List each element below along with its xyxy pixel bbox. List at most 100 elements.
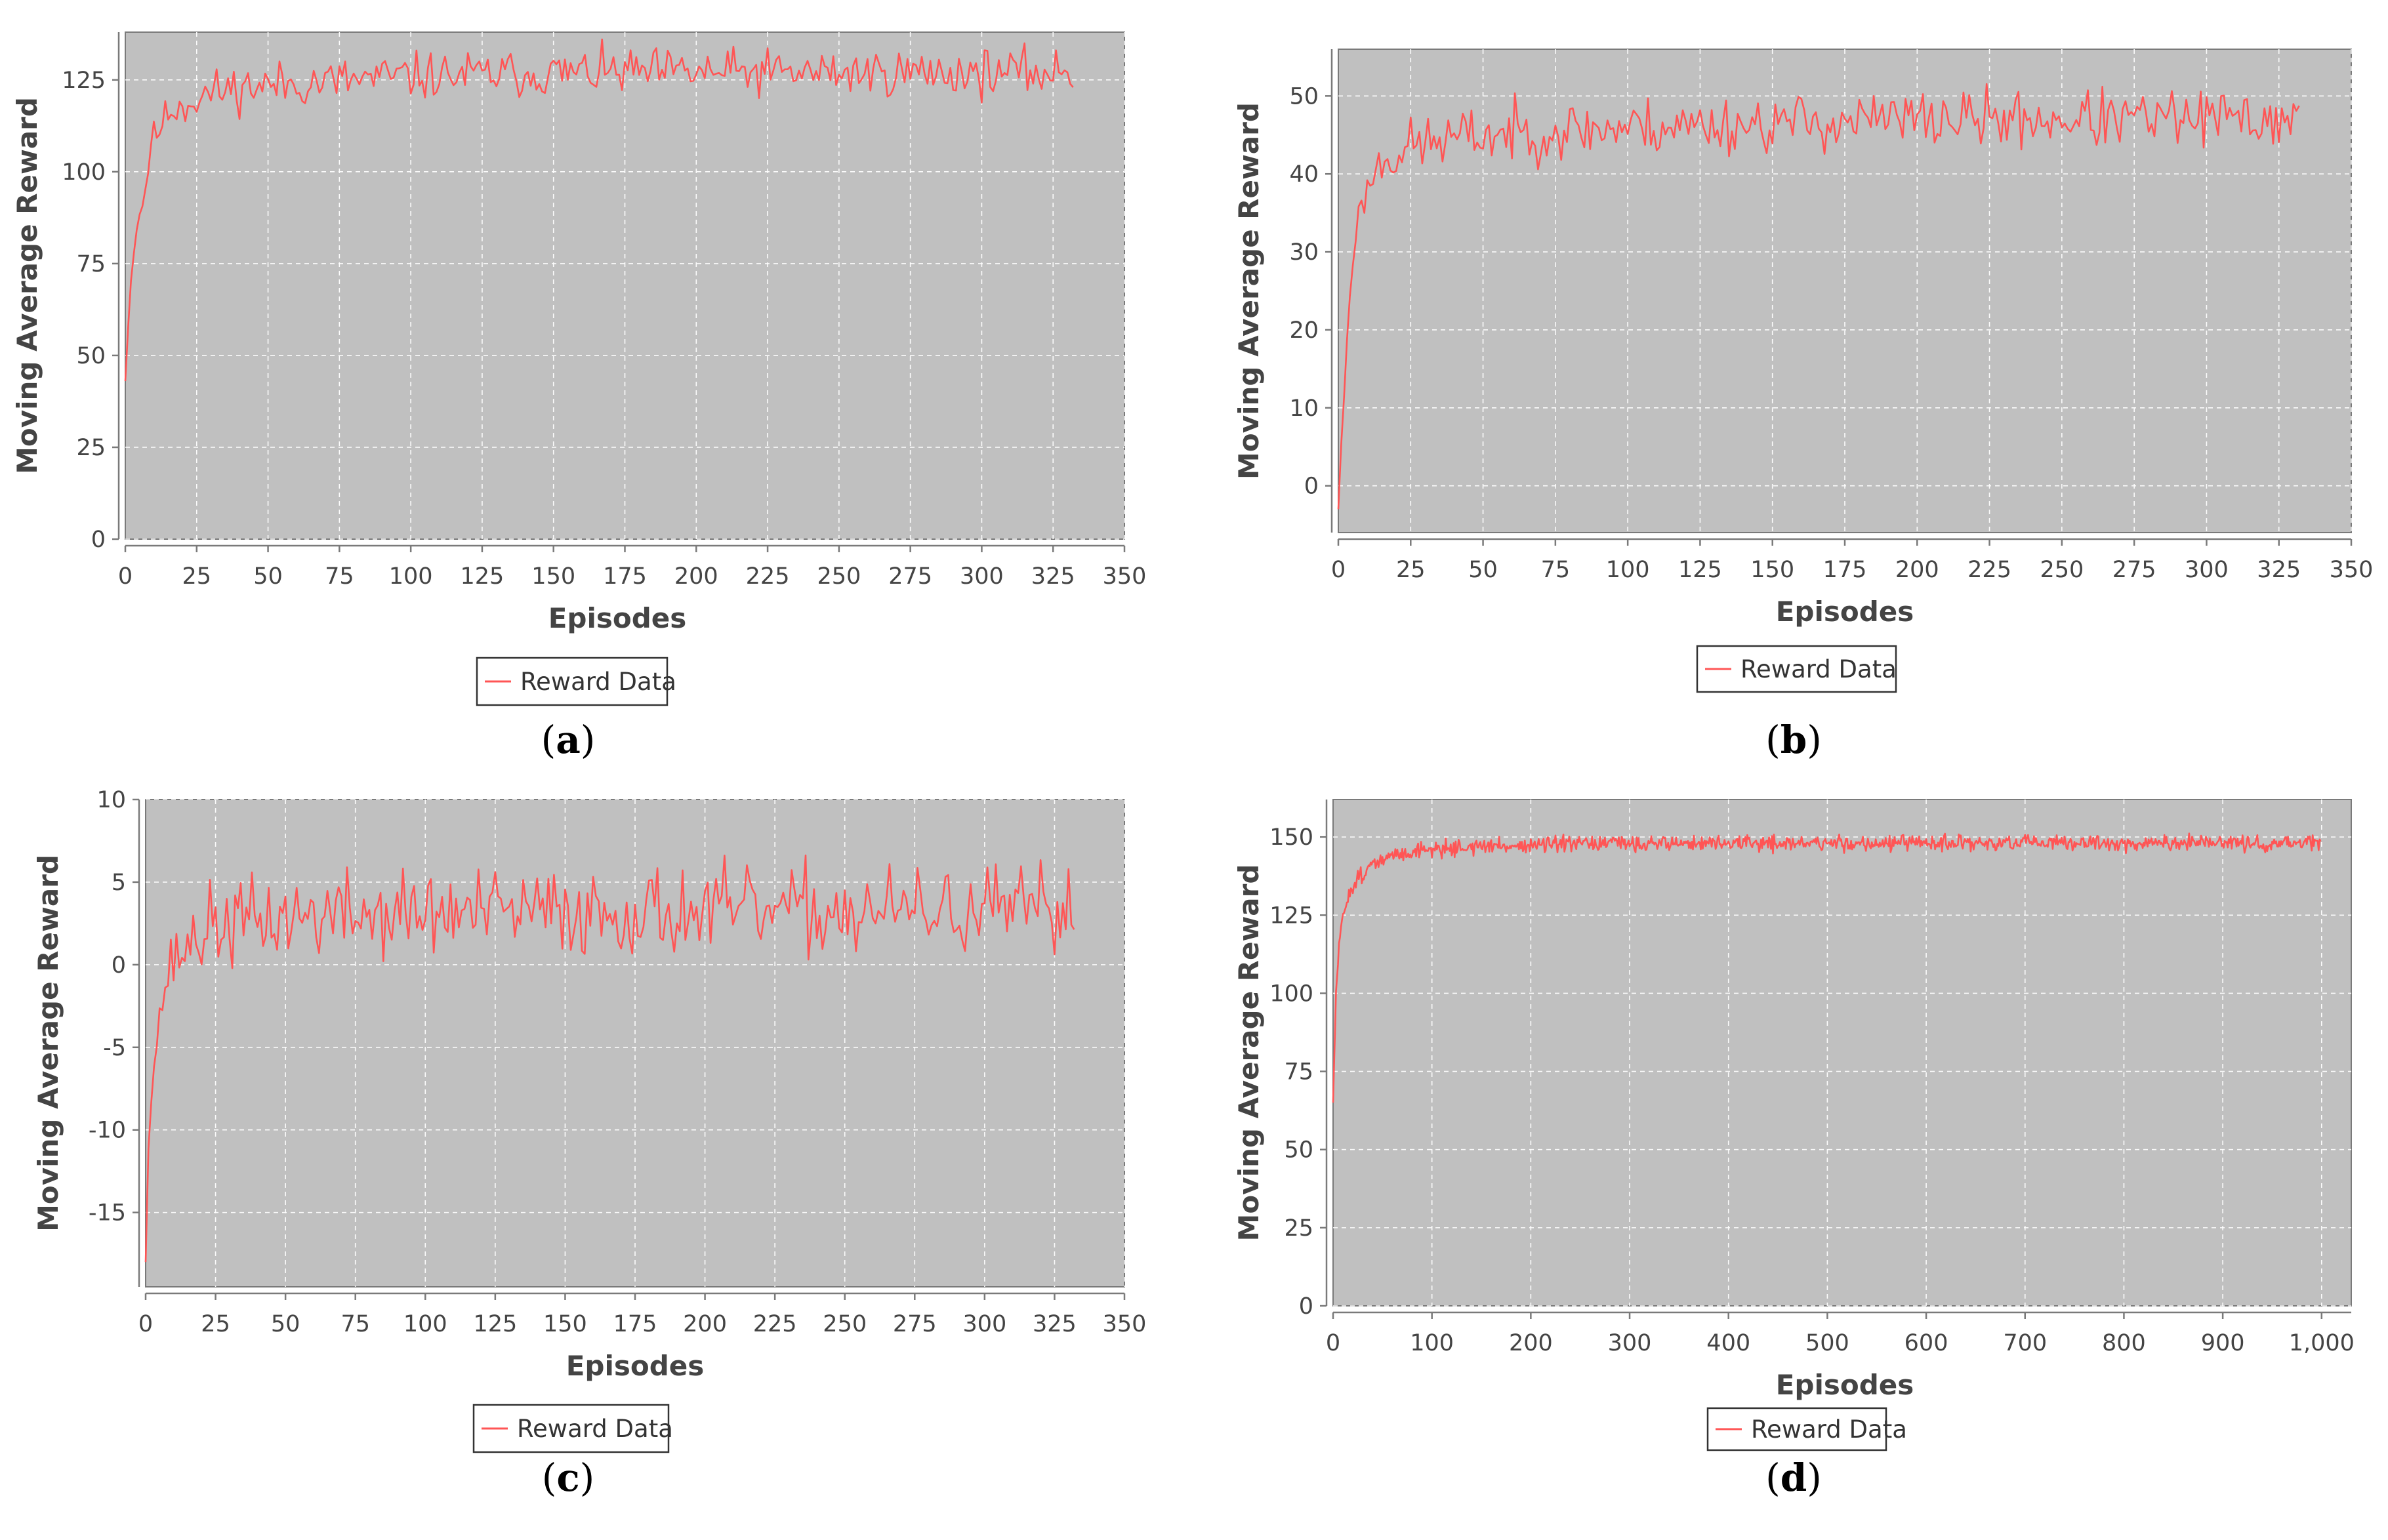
legend-label: Reward Data bbox=[1751, 1415, 1907, 1444]
x-tick-label: 25 bbox=[201, 1311, 230, 1337]
y-tick-label: 0 bbox=[1299, 1293, 1313, 1320]
y-tick-label: 40 bbox=[1289, 161, 1319, 188]
plot-area bbox=[1332, 799, 2352, 1307]
x-axis-title: Episodes bbox=[548, 602, 687, 634]
x-tick-label: 0 bbox=[1326, 1330, 1340, 1356]
caption-close-paren: ) bbox=[581, 718, 596, 762]
x-tick-label: 325 bbox=[1033, 1311, 1077, 1337]
y-tick-label: 30 bbox=[1289, 239, 1319, 266]
y-tick-label: 25 bbox=[1284, 1215, 1313, 1242]
caption-letter: d bbox=[1781, 1455, 1807, 1500]
x-tick-label: 200 bbox=[1895, 557, 1939, 583]
x-tick-label: 100 bbox=[1606, 557, 1650, 583]
x-tick-label: 300 bbox=[2185, 557, 2229, 583]
y-axis-title: Moving Average Reward bbox=[1233, 864, 1265, 1242]
x-tick-label: 175 bbox=[603, 563, 647, 590]
y-tick-label: 50 bbox=[1289, 83, 1319, 110]
y-tick-label: -10 bbox=[89, 1118, 126, 1144]
caption-close-paren: ) bbox=[1807, 1455, 1822, 1500]
x-tick-label: 350 bbox=[1103, 563, 1147, 590]
y-tick-label: -15 bbox=[89, 1200, 126, 1226]
x-axis-title: Episodes bbox=[566, 1350, 705, 1382]
series-line-reward-data bbox=[1332, 832, 2322, 1103]
x-tick-label: 325 bbox=[1031, 563, 1075, 590]
caption-close-paren: ) bbox=[580, 1455, 595, 1500]
x-axis-title: Episodes bbox=[1776, 596, 1914, 628]
legend-label: Reward Data bbox=[1740, 655, 1897, 683]
plot-area bbox=[125, 31, 1125, 540]
plot-area bbox=[145, 799, 1125, 1287]
y-tick-label: 10 bbox=[1289, 395, 1319, 422]
y-tick-label: 100 bbox=[62, 159, 106, 186]
caption-letter: b bbox=[1781, 718, 1807, 762]
x-tick-label: 275 bbox=[888, 563, 932, 590]
y-tick-label: 50 bbox=[1284, 1137, 1313, 1164]
caption-close-paren: ) bbox=[1807, 718, 1822, 762]
legend: Reward Data bbox=[1706, 1407, 1907, 1451]
x-tick-label: 600 bbox=[1904, 1330, 1948, 1356]
x-tick-label: 0 bbox=[1331, 557, 1346, 583]
series-line-reward-data bbox=[1337, 83, 2300, 510]
y-tick-label: 5 bbox=[112, 870, 126, 896]
x-tick-label: 150 bbox=[1750, 557, 1794, 583]
caption-open-paren: ( bbox=[541, 718, 556, 762]
y-tick-label: 20 bbox=[1289, 317, 1319, 344]
x-tick-label: 75 bbox=[340, 1311, 370, 1337]
legend: Reward Data bbox=[476, 657, 676, 706]
y-tick-label: 100 bbox=[1269, 981, 1313, 1007]
legend-label: Reward Data bbox=[517, 1415, 673, 1443]
y-tick-label: 125 bbox=[62, 68, 106, 94]
x-tick-label: 0 bbox=[138, 1311, 153, 1337]
caption-open-paren: ( bbox=[1765, 718, 1781, 762]
chart-panel-c: 0 25 50 75 100 125 150 175 200 225 250 275 300 325 350… bbox=[32, 787, 1146, 1500]
x-tick-label: 100 bbox=[389, 563, 433, 590]
x-tick-label: 250 bbox=[823, 1311, 867, 1337]
panel-caption: (c) bbox=[542, 1455, 595, 1500]
y-axis-title: Moving Average Reward bbox=[32, 855, 64, 1232]
y-tick-label: 25 bbox=[76, 435, 106, 461]
x-tick-label: 900 bbox=[2201, 1330, 2245, 1356]
x-tick-label: 275 bbox=[893, 1311, 937, 1337]
series-line-reward-data bbox=[124, 38, 1074, 382]
x-tick-label: 125 bbox=[1678, 557, 1722, 583]
x-tick-label: 1,000 bbox=[2289, 1330, 2355, 1356]
y-tick-label: -5 bbox=[103, 1035, 126, 1061]
x-tick-label: 500 bbox=[1805, 1330, 1849, 1356]
y-axis-title: Moving Average Reward bbox=[11, 97, 43, 474]
x-tick-label: 0 bbox=[118, 563, 133, 590]
y-tick-label: 150 bbox=[1269, 824, 1313, 851]
x-tick-label: 225 bbox=[746, 563, 790, 590]
y-tick-label: 125 bbox=[1269, 902, 1313, 929]
y-axis-title: Moving Average Reward bbox=[1233, 102, 1265, 479]
x-tick-label: 300 bbox=[960, 563, 1004, 590]
panel-caption: (a) bbox=[541, 718, 596, 762]
x-tick-label: 300 bbox=[1608, 1330, 1652, 1356]
y-tick-label: 75 bbox=[1284, 1059, 1313, 1085]
x-tick-label: 325 bbox=[2257, 557, 2301, 583]
y-tick-label: 75 bbox=[76, 251, 106, 277]
y-tick-label: 10 bbox=[96, 787, 126, 813]
x-tick-label: 25 bbox=[182, 563, 212, 590]
x-axis-title: Episodes bbox=[1776, 1369, 1914, 1401]
x-tick-label: 75 bbox=[1541, 557, 1571, 583]
panel-caption: (b) bbox=[1765, 718, 1822, 762]
x-tick-label: 150 bbox=[543, 1311, 587, 1337]
x-tick-label: 200 bbox=[1509, 1330, 1553, 1356]
chart-panel-a: 0 25 50 75 100 125 150 175 200 225 250 275 300 325 350… bbox=[11, 31, 1147, 762]
x-tick-label: 150 bbox=[531, 563, 575, 590]
x-tick-label: 225 bbox=[1967, 557, 2011, 583]
x-tick-label: 200 bbox=[683, 1311, 727, 1337]
caption-letter: c bbox=[556, 1455, 579, 1500]
x-tick-label: 350 bbox=[2330, 557, 2374, 583]
x-tick-label: 50 bbox=[1468, 557, 1498, 583]
x-tick-label: 125 bbox=[461, 563, 504, 590]
x-tick-label: 75 bbox=[325, 563, 354, 590]
x-tick-label: 25 bbox=[1396, 557, 1426, 583]
legend-label: Reward Data bbox=[520, 668, 676, 696]
x-tick-label: 800 bbox=[2102, 1330, 2146, 1356]
y-tick-label: 0 bbox=[1304, 474, 1319, 500]
x-tick-label: 700 bbox=[2003, 1330, 2047, 1356]
x-tick-label: 200 bbox=[674, 563, 718, 590]
chart-panel-b: 0 25 50 75 100 125 150 175 200 225 250 275 300 325 350… bbox=[1233, 49, 2373, 762]
